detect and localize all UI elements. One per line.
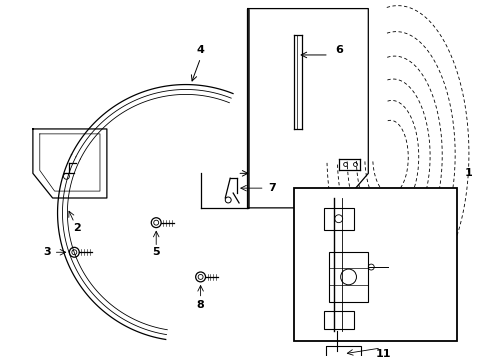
Text: 2: 2 <box>73 222 81 233</box>
Text: 8: 8 <box>196 300 204 310</box>
Text: 12: 12 <box>419 226 434 235</box>
Text: 4: 4 <box>196 45 204 55</box>
Bar <box>323 311 353 329</box>
Text: 7: 7 <box>267 183 275 193</box>
Text: 5: 5 <box>152 247 160 257</box>
Bar <box>325 346 361 360</box>
Bar <box>328 252 367 302</box>
Text: 9: 9 <box>447 228 455 238</box>
Text: 3: 3 <box>43 247 50 257</box>
Text: 1: 1 <box>464 168 472 178</box>
Text: 10: 10 <box>360 274 375 284</box>
Bar <box>294 188 456 341</box>
Text: 6: 6 <box>334 45 342 55</box>
Text: 11: 11 <box>375 349 390 359</box>
Bar <box>323 208 353 230</box>
